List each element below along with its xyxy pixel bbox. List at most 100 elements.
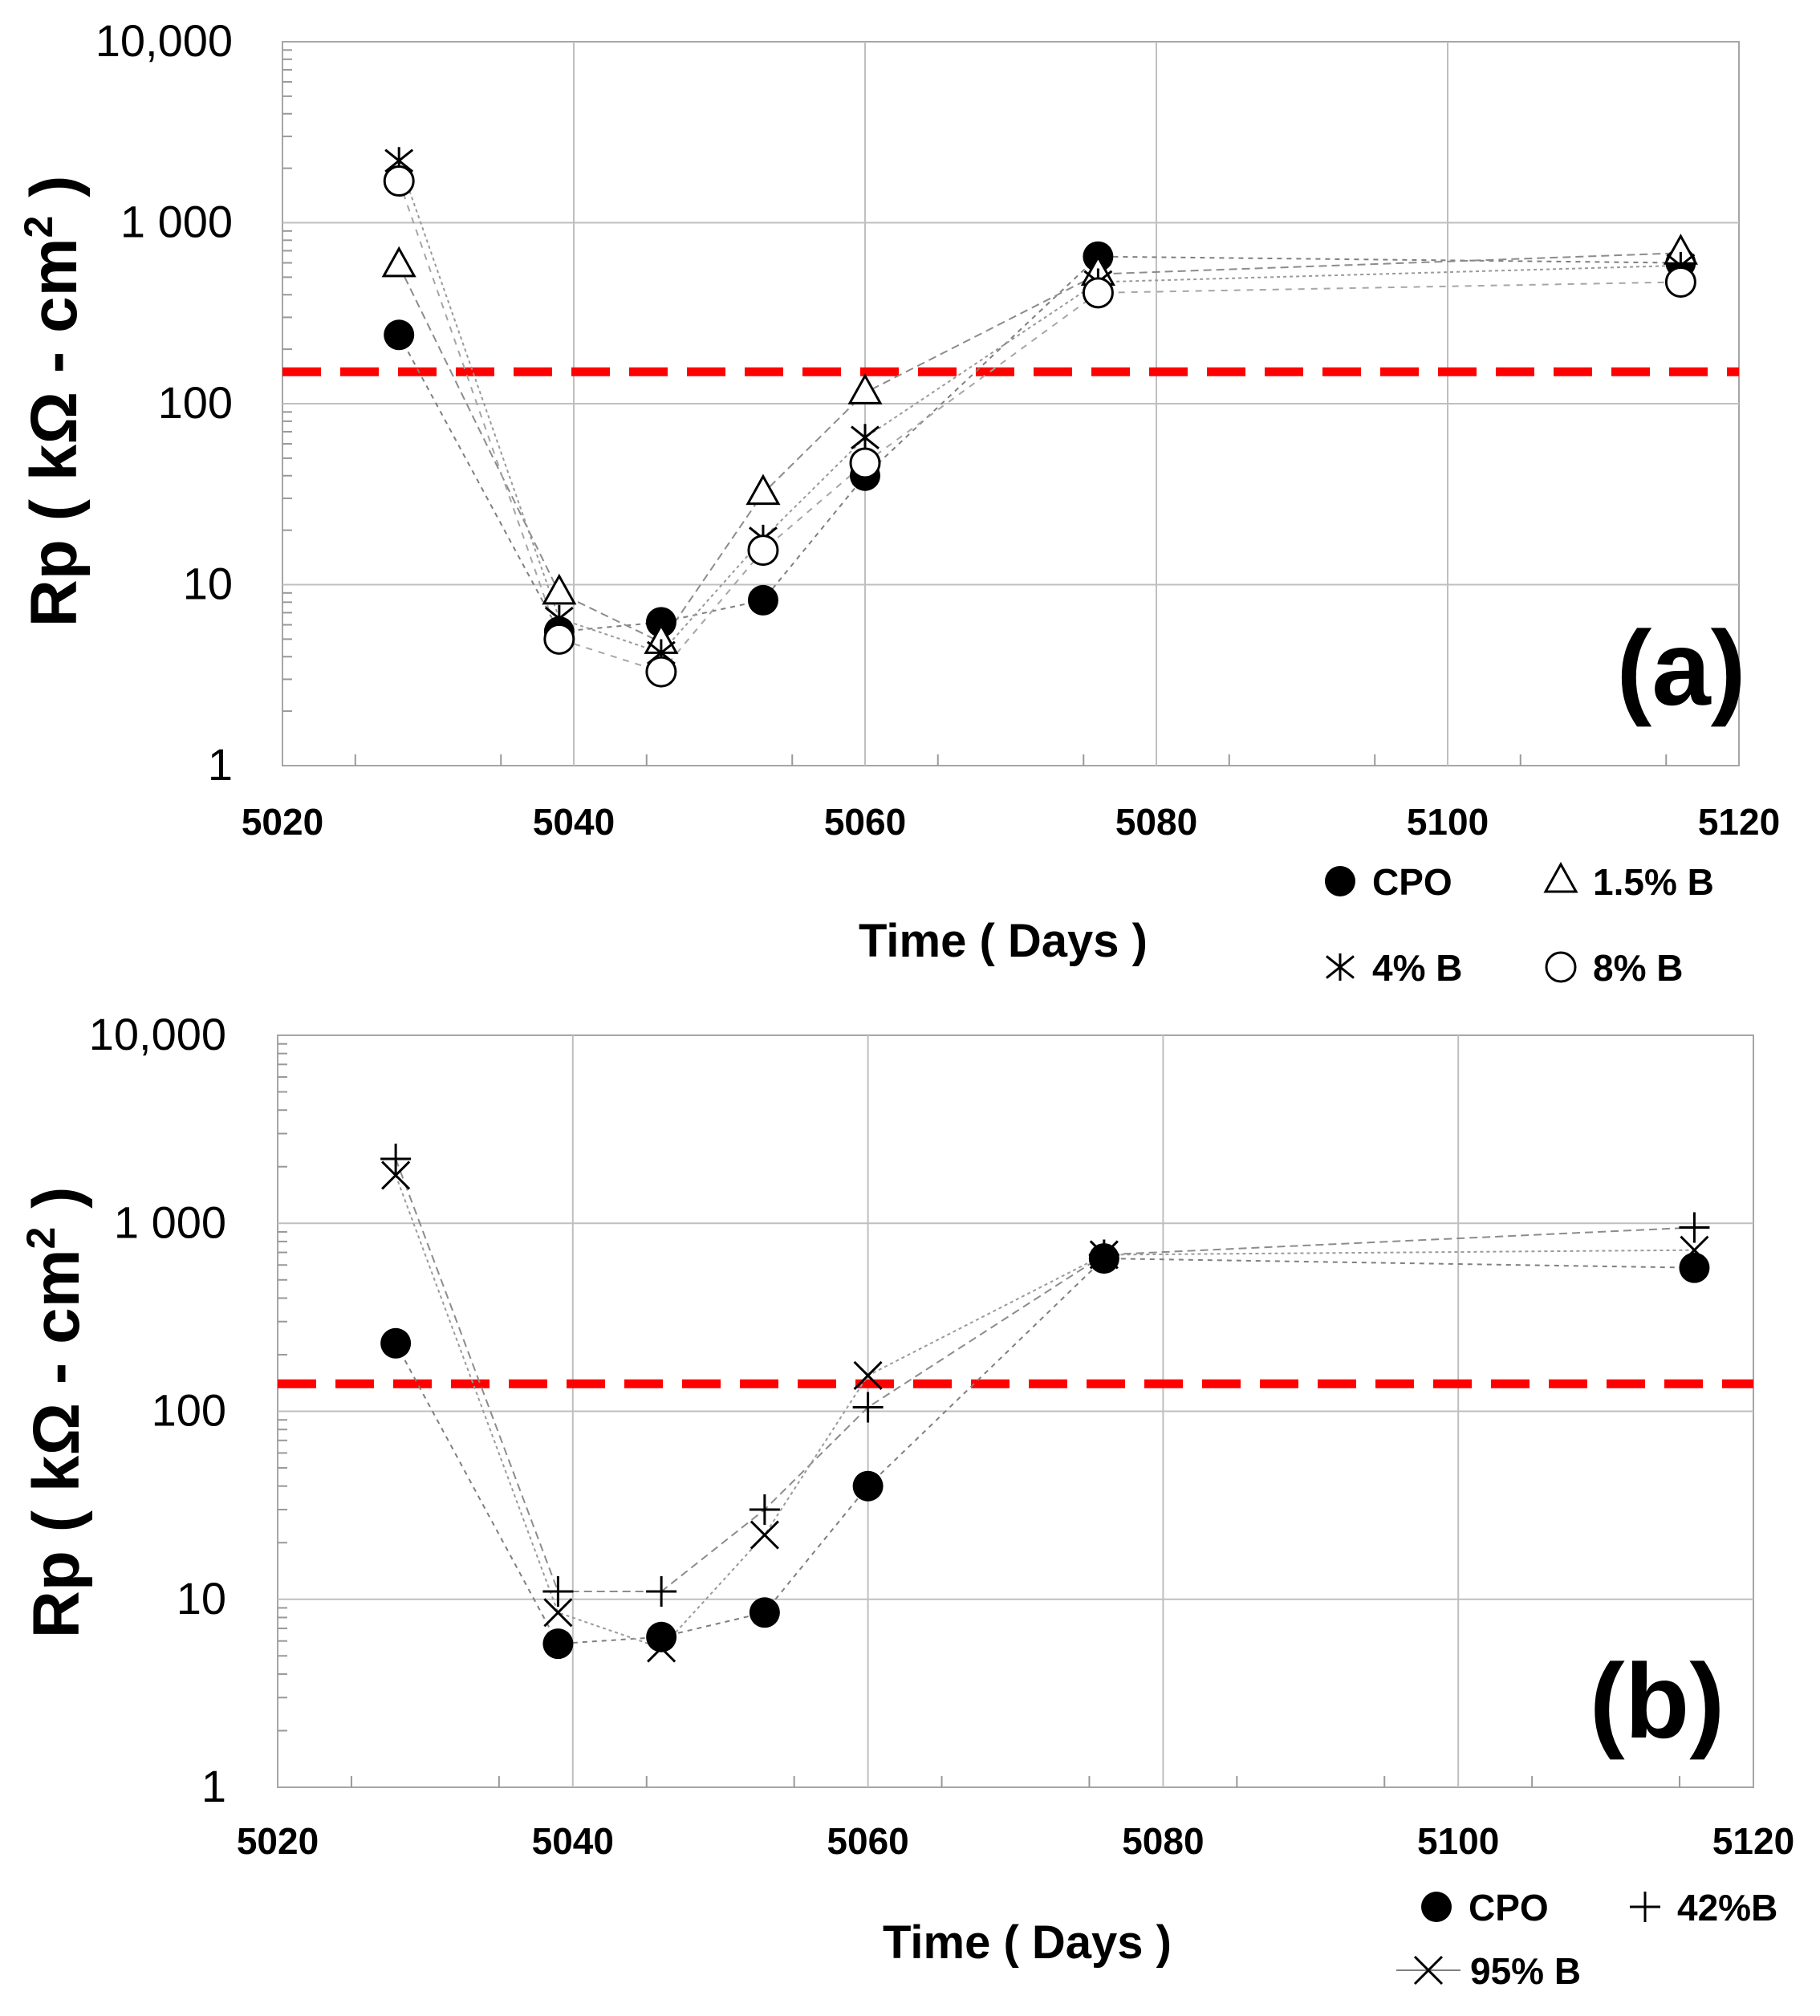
data-point — [542, 1576, 574, 1608]
grid-b — [278, 1035, 1753, 1787]
data-point — [849, 447, 881, 479]
data-point — [852, 1470, 884, 1502]
data-point — [647, 1633, 676, 1663]
x-tick-label: 5100 — [1417, 1820, 1499, 1862]
x-tick-label: 5080 — [1115, 801, 1197, 843]
x-tick-label: 5040 — [532, 1820, 614, 1862]
grid-a — [282, 42, 1739, 766]
data-point — [747, 584, 778, 616]
data-point — [852, 1392, 884, 1423]
legend-marker — [1630, 1892, 1660, 1922]
x-tick-label: 5020 — [242, 801, 323, 843]
data-point — [646, 1621, 677, 1652]
legend-label: 95% B — [1470, 1950, 1581, 1992]
x-tick-labels-b: 5020 5040 5060 5080 5100 5120 — [237, 1820, 1794, 1862]
legend-item: 42%B — [1630, 1887, 1777, 1929]
data-point — [745, 474, 781, 506]
x-tick-label: 5060 — [827, 1820, 908, 1862]
x-tick-label: 5020 — [237, 1820, 319, 1862]
data-point — [543, 1598, 573, 1628]
legend-item: CPO — [1421, 1887, 1549, 1929]
legend-marker — [1545, 951, 1577, 983]
legend-item: CPO — [1325, 861, 1452, 903]
y-axis-title-text-a: Rp ( kΩ - cm — [18, 238, 91, 627]
y-tick-label: 1 — [208, 739, 233, 790]
x-axis-title-a: Time ( Days ) — [859, 915, 1148, 967]
chart-panel-a: 1 10 100 1 000 10,000 5020 5040 5060 5080 5100 51… — [16, 15, 1780, 989]
data-point — [1082, 277, 1114, 309]
data-point — [1679, 1212, 1710, 1243]
x-axis-title-b: Time ( Days ) — [883, 1916, 1172, 1969]
y-axis-title-b: Rp ( kΩ - cm2 ) — [18, 1187, 93, 1639]
x-tick-label: 5060 — [824, 801, 906, 843]
x-tick-label: 5120 — [1698, 801, 1780, 843]
y-axis-title-close-b: ) — [20, 1187, 93, 1227]
data-point — [381, 246, 416, 278]
legend-item: 95% B — [1396, 1950, 1581, 1992]
legend-label: CPO — [1372, 861, 1452, 903]
y-tick-label: 10,000 — [95, 15, 233, 66]
data-point — [853, 1360, 883, 1390]
data-point — [1664, 266, 1696, 298]
data-point — [645, 656, 677, 688]
data-point — [1089, 1240, 1119, 1270]
y-axis-title-sup-b: 2 — [18, 1227, 63, 1250]
legend-marker — [1543, 861, 1578, 893]
legend-marker — [1413, 1955, 1444, 1986]
data-point — [747, 534, 779, 567]
legend-item: 1.5% B — [1543, 861, 1714, 903]
data-point — [1679, 1252, 1710, 1283]
legend-label: 4% B — [1372, 947, 1462, 989]
legend-b: CPO 42%B 95% B — [1396, 1887, 1777, 1992]
y-tick-label: 100 — [158, 377, 233, 428]
y-tick-labels-b: 1 10 100 1 000 10,000 — [89, 1009, 226, 1811]
x-tick-label: 5120 — [1712, 1820, 1794, 1862]
y-tick-labels-a: 1 10 100 1 000 10,000 — [95, 15, 233, 790]
data-point — [380, 1144, 412, 1175]
data-point — [847, 373, 883, 404]
legend-label: 8% B — [1593, 947, 1683, 989]
y-tick-label: 10 — [177, 1573, 226, 1624]
data-points-b — [380, 1144, 1710, 1663]
data-points-a — [381, 147, 1698, 688]
legend-label: 42%B — [1677, 1887, 1777, 1929]
data-point — [381, 1160, 411, 1190]
data-point — [542, 1628, 574, 1660]
y-tick-label: 10 — [183, 559, 233, 609]
y-tick-label: 100 — [152, 1385, 226, 1436]
data-point — [851, 424, 880, 452]
x-tick-label: 5080 — [1122, 1820, 1204, 1862]
legend-label: CPO — [1469, 1887, 1549, 1929]
legend-marker — [1326, 953, 1355, 981]
data-point — [749, 1597, 780, 1628]
x-tick-labels-a: 5020 5040 5060 5080 5100 5120 — [242, 801, 1780, 843]
panel-label-b: (b) — [1590, 1642, 1725, 1760]
data-point — [542, 573, 577, 605]
y-tick-label: 1 000 — [114, 1197, 226, 1247]
chart-panel-b: 1 10 100 1 000 10,000 5020 5040 5060 5080 5100 51… — [18, 1009, 1794, 1992]
y-tick-label: 1 000 — [120, 197, 233, 247]
data-point — [750, 1520, 779, 1550]
y-axis-title-text-b: Rp ( kΩ - cm — [20, 1249, 93, 1638]
y-axis-title-close-a: ) — [18, 176, 91, 216]
legend-marker — [1325, 866, 1355, 896]
legend-item: 4% B — [1326, 947, 1462, 989]
data-point — [646, 1576, 677, 1608]
data-point — [645, 607, 676, 638]
panel-label-a: (a) — [1616, 609, 1745, 727]
y-tick-label: 10,000 — [89, 1009, 226, 1059]
y-axis-title-sup-a: 2 — [16, 216, 61, 238]
data-point — [383, 165, 415, 197]
data-point — [543, 623, 575, 655]
data-point — [380, 1327, 412, 1359]
x-tick-label: 5100 — [1407, 801, 1489, 843]
y-tick-label: 1 — [201, 1761, 226, 1811]
legend-marker — [1421, 1892, 1452, 1922]
legend-item: 8% B — [1545, 947, 1683, 989]
data-point — [749, 1494, 780, 1525]
x-tick-label: 5040 — [533, 801, 615, 843]
legend-a: CPO 1.5% B 4% B 8% B — [1325, 861, 1714, 989]
data-point — [1680, 1235, 1709, 1265]
y-axis-title-a: Rp ( kΩ - cm2 ) — [16, 176, 91, 628]
